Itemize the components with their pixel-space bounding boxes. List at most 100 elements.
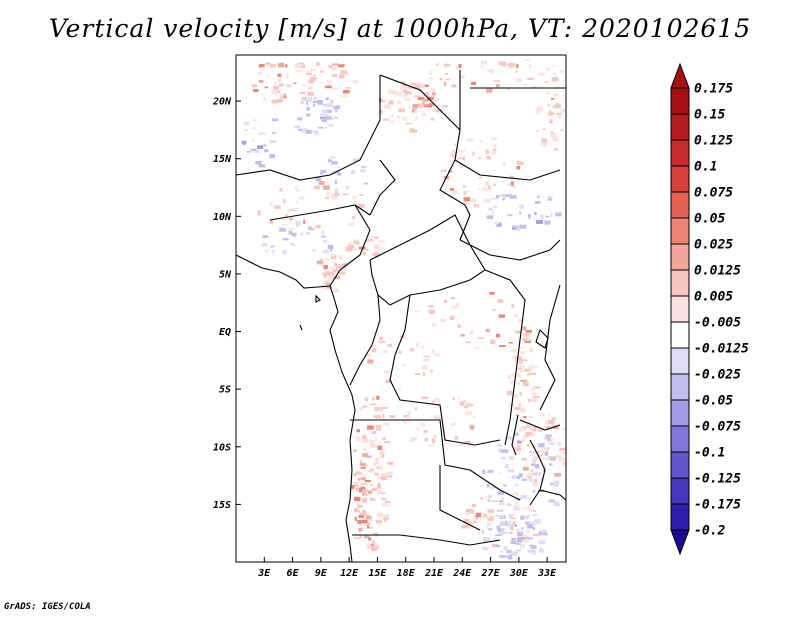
field-cell [298, 128, 304, 132]
field-cell [518, 161, 524, 165]
field-cell [442, 105, 448, 108]
field-cell [528, 415, 534, 419]
field-cell [339, 271, 345, 275]
field-cell [530, 468, 534, 473]
field-cell [501, 456, 506, 460]
field-cell [352, 215, 356, 220]
field-cell [532, 533, 540, 537]
field-cell [431, 400, 435, 403]
field-cell [491, 500, 498, 502]
border-line [535, 328, 549, 349]
field-cell [318, 126, 324, 129]
field-cell [525, 432, 533, 436]
field-cell [253, 88, 259, 93]
field-cell [439, 77, 442, 81]
field-cell [491, 197, 498, 200]
field-cell [340, 70, 347, 75]
field-cell [535, 472, 542, 475]
field-cell [370, 443, 378, 448]
border-line [511, 414, 519, 456]
field-cell [331, 273, 335, 277]
field-cell [548, 113, 551, 116]
field-cell [423, 430, 428, 433]
field-cell [330, 255, 337, 260]
field-cell [497, 443, 502, 447]
field-cell [526, 77, 534, 80]
field-cell [376, 395, 380, 400]
field-cell [552, 425, 559, 429]
field-cell [328, 267, 335, 269]
field-cell [312, 249, 316, 252]
field-cell [555, 454, 562, 459]
field-cell [554, 148, 558, 151]
field-cell [370, 347, 373, 350]
latitude-axis: 20N 15N 10N 5N EQ 5S 10S 15S [212, 97, 241, 511]
longitude-axis: 3E 6E 9E 12E 15E 18E 21E 24E 27E 30E 33E [257, 557, 557, 579]
field-cell [321, 169, 327, 174]
field-cell [497, 528, 505, 532]
field-cell [461, 525, 468, 529]
field-cell [550, 213, 553, 218]
field-cell [259, 63, 265, 68]
field-cell [296, 200, 299, 204]
field-cell [358, 527, 363, 532]
field-cell [483, 513, 488, 518]
colorbar-swatch [670, 477, 690, 505]
field-cell [507, 555, 513, 560]
field-cell [380, 99, 385, 102]
field-cell [352, 80, 359, 84]
field-cell [316, 260, 323, 265]
field-cell [326, 113, 329, 117]
field-cell [512, 492, 519, 496]
field-cell [486, 156, 491, 160]
field-cell [244, 129, 248, 132]
field-cell [555, 212, 562, 217]
border-line [329, 204, 371, 287]
field-cell [416, 104, 424, 109]
field-cell [423, 99, 429, 102]
field-cell [410, 347, 414, 352]
field-cell [547, 438, 552, 442]
field-cell [415, 116, 418, 120]
field-cell [353, 473, 357, 476]
field-cell [488, 494, 493, 499]
field-cell [531, 387, 535, 391]
field-cell [379, 240, 386, 243]
field-cell [463, 405, 469, 408]
field-cell [327, 158, 331, 163]
field-cell [487, 69, 491, 73]
field-cell [525, 475, 528, 479]
field-cell [362, 438, 369, 443]
field-cell [552, 137, 557, 141]
field-cell [331, 87, 338, 90]
field-cell [360, 519, 368, 524]
field-cell [526, 443, 529, 447]
field-cell [325, 279, 332, 283]
field-cell [505, 194, 512, 197]
field-cell [547, 413, 551, 417]
lat-tick-label: 10N [213, 212, 232, 223]
colorbar-label: 0.005 [694, 290, 733, 305]
field-cell [509, 64, 515, 68]
border-line [352, 534, 501, 546]
field-cell [359, 523, 367, 526]
field-cell [493, 80, 500, 82]
field-cell [432, 92, 436, 96]
field-cell [511, 348, 518, 352]
field-cell [430, 369, 433, 373]
field-cell [326, 105, 332, 108]
field-cell [412, 104, 418, 108]
field-cell [560, 129, 564, 132]
field-cell [510, 181, 514, 186]
field-cell [481, 60, 488, 65]
field-cell [400, 81, 406, 84]
field-cell [533, 456, 538, 460]
colorbar-label: 0.025 [694, 238, 733, 253]
field-cell [517, 475, 520, 479]
field-cell [480, 497, 483, 500]
field-cell [333, 116, 339, 120]
field-cell [364, 522, 371, 526]
field-cell [242, 140, 246, 145]
field-cell [561, 452, 567, 455]
field-cell [443, 63, 451, 67]
